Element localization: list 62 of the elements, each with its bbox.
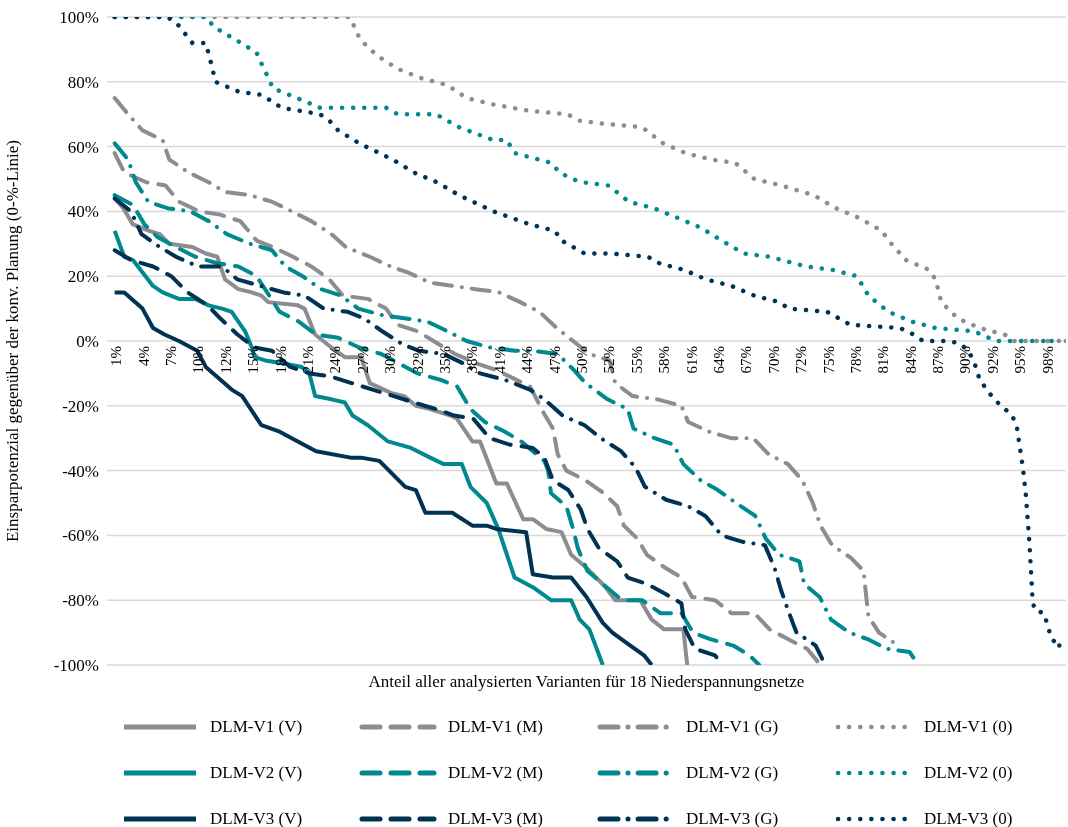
x-tick-label: 35% — [436, 346, 453, 374]
legend-label: DLM-V1 (M) — [448, 717, 543, 737]
x-tick-label: 41% — [491, 346, 508, 374]
x-tick-label: 81% — [875, 346, 892, 374]
x-tick-label: 87% — [930, 346, 947, 374]
x-tick-label: 21% — [299, 346, 316, 374]
x-tick-label: 44% — [519, 346, 536, 374]
x-tick-label: 7% — [162, 346, 179, 366]
y-tick-label: 60% — [67, 137, 99, 157]
y-tick-label: 20% — [67, 267, 99, 287]
x-tick-label: 64% — [710, 346, 727, 374]
x-tick-label: 95% — [1012, 346, 1029, 374]
x-tick-label: 58% — [656, 346, 673, 374]
x-tick-label: 18% — [272, 346, 289, 374]
legend-label: DLM-V1 (0) — [924, 717, 1013, 737]
legend-label: DLM-V1 (V) — [210, 717, 303, 737]
legend-label: DLM-V2 (V) — [210, 763, 303, 783]
line-series — [112, 228, 605, 665]
x-tick-label: 15% — [245, 346, 262, 374]
x-tick-label: 67% — [738, 346, 755, 374]
y-axis-title: Einsparpotenzial gegenüber der konv. Planung (0-%-Linie) — [3, 139, 23, 543]
x-tick-label: 10% — [190, 346, 207, 374]
x-axis-title: Anteil aller analysierten Varianten für 18 Niederspannungsnetze — [368, 672, 805, 691]
y-tick-label: -40% — [62, 461, 99, 481]
x-tick-label: 52% — [601, 346, 618, 374]
y-tick-label: -20% — [62, 396, 99, 416]
x-tick-label: 98% — [1039, 346, 1056, 374]
x-tick-label: 47% — [546, 346, 563, 374]
x-tick-label: 27% — [354, 346, 371, 374]
legend-label: DLM-V2 (M) — [448, 763, 543, 783]
x-tick-label: 84% — [902, 346, 919, 374]
x-tick-label: 38% — [464, 346, 481, 374]
legend-label: DLM-V3 (M) — [448, 809, 543, 827]
x-tick-label: 75% — [820, 346, 837, 374]
legend-label: DLM-V3 (G) — [686, 809, 779, 827]
x-tick-label: 92% — [984, 346, 1001, 374]
x-tick-label: 4% — [135, 346, 152, 366]
x-tick-label: 12% — [217, 346, 234, 374]
x-tick-label: 90% — [957, 346, 974, 374]
x-tick-label: 50% — [573, 346, 590, 374]
legend-label: DLM-V2 (0) — [924, 763, 1013, 783]
legend-label: DLM-V2 (G) — [686, 763, 779, 783]
y-tick-label: 100% — [59, 8, 99, 28]
x-tick-label: 32% — [409, 346, 426, 374]
x-tick-label: 55% — [628, 346, 645, 374]
y-tick-label: -60% — [62, 526, 99, 546]
x-tick-label: 24% — [327, 346, 344, 374]
y-tick-label: 80% — [67, 72, 99, 92]
y-tick-label: -80% — [62, 591, 99, 611]
y-tick-label: 0% — [76, 332, 99, 352]
y-tick-label: -100% — [53, 656, 99, 676]
x-tick-label: 1% — [108, 346, 125, 366]
x-tick-label: 72% — [793, 346, 810, 374]
x-tick-label: 61% — [683, 346, 700, 374]
x-tick-label: 78% — [847, 346, 864, 374]
x-tick-label: 70% — [765, 346, 782, 374]
y-tick-label: 40% — [67, 202, 99, 222]
legend-label: DLM-V3 (0) — [924, 809, 1013, 827]
x-tick-label: 30% — [382, 346, 399, 374]
legend-label: DLM-V1 (G) — [686, 717, 779, 737]
line-series — [112, 290, 654, 665]
legend-label: DLM-V3 (V) — [210, 809, 303, 827]
